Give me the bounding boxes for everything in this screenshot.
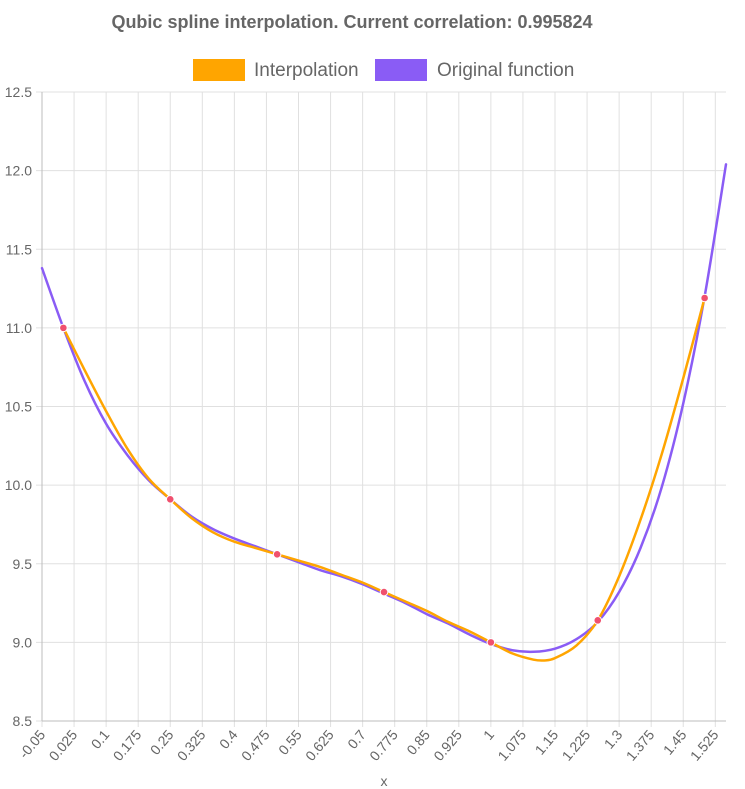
legend-label-interpolation: Interpolation — [254, 60, 359, 81]
x-tick-label: 0.025 — [46, 726, 81, 763]
x-tick-label: 1.375 — [623, 726, 658, 763]
x-tick-label: 0.325 — [174, 726, 209, 763]
series-line-interpolation — [62, 296, 706, 662]
data-point-marker[interactable] — [272, 550, 282, 559]
y-tick-label: 11.5 — [6, 241, 32, 257]
legend-item-original-function[interactable]: Original function — [375, 59, 574, 81]
x-tick-label: -0.05 — [16, 726, 49, 761]
x-tick-label: 0.7 — [344, 726, 369, 751]
legend-item-interpolation[interactable]: Interpolation — [193, 59, 359, 81]
x-tick-label: 1.45 — [660, 726, 690, 757]
x-tick-label: 0.55 — [275, 726, 305, 757]
y-tick-label: 8.5 — [13, 713, 33, 729]
x-tick-label: 1 — [480, 726, 497, 742]
y-tick-label: 12.5 — [5, 84, 32, 100]
y-tick-label: 10.0 — [5, 477, 32, 493]
x-tick-label: 1.225 — [559, 726, 594, 763]
x-tick-label: 1.3 — [601, 726, 626, 751]
y-tick-label: 10.5 — [5, 399, 32, 415]
y-tick-label: 12.0 — [5, 163, 32, 179]
data-point-marker[interactable] — [486, 638, 496, 647]
chart-title: Qubic spline interpolation. Current corr… — [111, 12, 592, 32]
x-axis-title: x — [381, 773, 388, 789]
data-markers — [59, 293, 709, 647]
x-tick-label: 0.625 — [302, 726, 337, 763]
x-tick-label: 0.4 — [216, 726, 241, 751]
grid — [36, 91, 726, 727]
x-tick-label: 0.175 — [110, 726, 145, 763]
x-tick-label: 0.925 — [430, 726, 465, 763]
x-tick-label: 0.1 — [88, 726, 113, 751]
data-point-marker[interactable] — [165, 494, 175, 504]
legend-swatch-original-function — [375, 59, 427, 81]
series-lines — [40, 163, 728, 662]
data-point-marker[interactable] — [593, 616, 603, 625]
legend-swatch-interpolation — [193, 59, 245, 81]
x-tick-label: 0.775 — [366, 726, 401, 763]
axes — [41, 92, 726, 722]
x-tick-label: 0.85 — [403, 726, 433, 757]
y-tick-label: 9.0 — [13, 634, 33, 650]
y-tick-label: 11.0 — [6, 320, 32, 336]
legend-label-original-function: Original function — [437, 60, 574, 81]
legend: Interpolation Original function — [193, 59, 574, 81]
data-point-marker[interactable] — [59, 323, 68, 333]
x-tick-label: 1.075 — [494, 726, 529, 763]
x-tick-label: 1.525 — [687, 726, 722, 763]
data-point-marker[interactable] — [379, 587, 389, 597]
data-point-marker[interactable] — [700, 293, 709, 303]
series-line-original-function — [40, 163, 728, 654]
x-tick-label: 0.25 — [147, 726, 177, 757]
y-tick-label: 9.5 — [13, 556, 33, 572]
x-tick-label: 1.15 — [532, 726, 562, 757]
x-tick-label: 0.475 — [238, 726, 273, 763]
